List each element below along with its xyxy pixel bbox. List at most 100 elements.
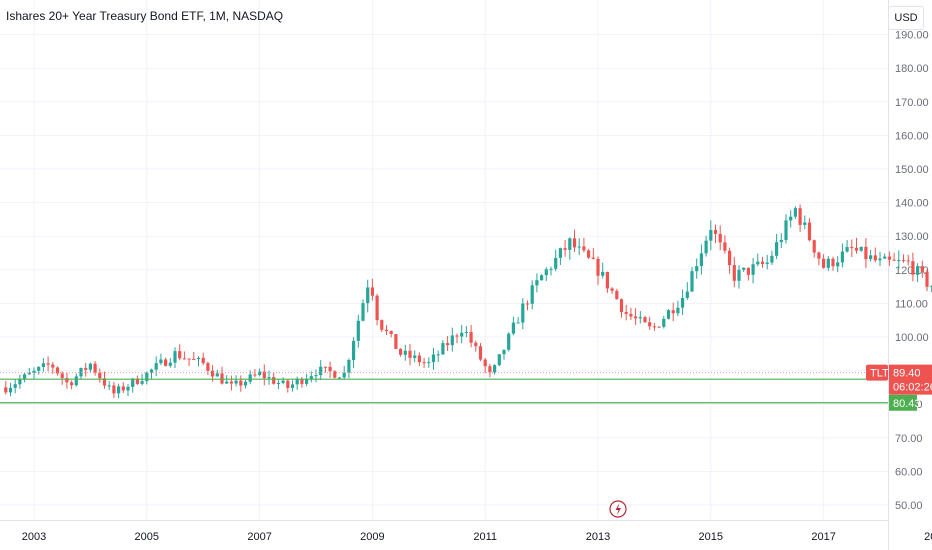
candle-body bbox=[464, 332, 468, 334]
candle bbox=[751, 258, 755, 284]
candle bbox=[765, 254, 769, 270]
candle-body bbox=[55, 367, 60, 374]
x-tick-label: 2011 bbox=[473, 531, 497, 543]
candle bbox=[37, 366, 41, 375]
candle-body bbox=[74, 376, 78, 386]
candle-body bbox=[427, 362, 431, 364]
candle-body bbox=[568, 238, 572, 250]
candle bbox=[629, 307, 633, 320]
candle-body bbox=[229, 381, 233, 384]
candle bbox=[558, 247, 562, 265]
candle-body bbox=[182, 358, 186, 360]
candle bbox=[709, 220, 713, 251]
candle bbox=[549, 266, 553, 276]
candle-body bbox=[779, 239, 783, 243]
candle-body bbox=[178, 351, 182, 359]
candle-body bbox=[530, 285, 534, 304]
candle bbox=[182, 351, 186, 360]
candle-body bbox=[399, 348, 403, 355]
candle-body bbox=[107, 385, 111, 387]
candle-body bbox=[455, 335, 459, 337]
candle bbox=[666, 309, 671, 320]
candle-body bbox=[695, 266, 699, 272]
candle bbox=[464, 326, 468, 338]
candle bbox=[243, 380, 248, 389]
candle-body bbox=[164, 359, 168, 366]
lightning-icon[interactable] bbox=[609, 500, 627, 518]
candle bbox=[497, 354, 501, 367]
candle-body bbox=[831, 258, 835, 267]
candle-body bbox=[807, 222, 812, 241]
candle bbox=[887, 251, 891, 266]
candle-body bbox=[347, 359, 351, 373]
candle bbox=[126, 384, 130, 397]
candle bbox=[897, 250, 901, 269]
candle-body bbox=[446, 343, 450, 346]
candle bbox=[361, 299, 365, 322]
candle bbox=[883, 253, 887, 259]
candle-body bbox=[290, 384, 295, 388]
candle bbox=[215, 369, 219, 377]
y-tick-label: 190.00 bbox=[895, 30, 929, 42]
candle-body bbox=[253, 374, 257, 376]
level-label: 80.43 bbox=[889, 394, 921, 411]
candle-body bbox=[84, 367, 88, 370]
candle bbox=[51, 361, 55, 374]
candle-body bbox=[352, 340, 356, 360]
candle-body bbox=[511, 322, 515, 334]
candle bbox=[74, 373, 78, 387]
candle-body bbox=[102, 378, 107, 386]
candle-body bbox=[328, 366, 332, 372]
candle bbox=[704, 235, 708, 257]
candle bbox=[319, 360, 323, 381]
candle bbox=[845, 239, 849, 253]
candle bbox=[267, 370, 271, 385]
candle-body bbox=[892, 259, 896, 261]
currency-selector[interactable]: USD bbox=[888, 6, 924, 30]
candle-body bbox=[648, 322, 652, 327]
candle bbox=[229, 375, 233, 391]
last-price-text: 89.40 bbox=[893, 368, 921, 380]
candle-body bbox=[295, 379, 299, 385]
y-tick-label: 150.00 bbox=[895, 164, 929, 176]
candle-body bbox=[836, 262, 840, 267]
candle bbox=[695, 258, 699, 279]
time-axis[interactable]: 2003200520072009201120132015201720192021… bbox=[22, 531, 932, 543]
candle bbox=[41, 358, 45, 372]
candle-body bbox=[131, 378, 135, 387]
candle-body bbox=[248, 374, 252, 382]
candle-body bbox=[859, 246, 863, 251]
price-tag: TLT 89.40 06:02:26 bbox=[866, 364, 932, 395]
candle bbox=[587, 248, 591, 259]
candle bbox=[690, 266, 694, 292]
candle-body bbox=[314, 375, 318, 377]
candle-body bbox=[775, 242, 779, 256]
candle bbox=[619, 298, 624, 318]
candle bbox=[577, 238, 581, 255]
candle-body bbox=[572, 238, 577, 248]
candle bbox=[469, 324, 473, 348]
candle-body bbox=[742, 267, 746, 270]
candle-body bbox=[507, 333, 511, 350]
candle-body bbox=[408, 350, 412, 358]
candle-body bbox=[149, 369, 154, 373]
last-price-box bbox=[889, 364, 932, 395]
candle bbox=[389, 330, 393, 338]
candle-body bbox=[502, 349, 506, 355]
candle bbox=[46, 356, 50, 372]
candle-body bbox=[746, 267, 750, 275]
candle bbox=[901, 254, 906, 263]
candle-body bbox=[173, 351, 177, 363]
candle bbox=[662, 315, 666, 329]
candle-body bbox=[854, 247, 859, 251]
candle-body bbox=[732, 265, 736, 281]
candle-body bbox=[864, 246, 868, 260]
candle-body bbox=[634, 316, 638, 319]
candle-body bbox=[652, 326, 656, 328]
candle bbox=[572, 229, 577, 252]
candle bbox=[159, 353, 163, 366]
candle bbox=[605, 271, 609, 293]
candle-body bbox=[605, 271, 609, 289]
candle-body bbox=[601, 271, 605, 276]
